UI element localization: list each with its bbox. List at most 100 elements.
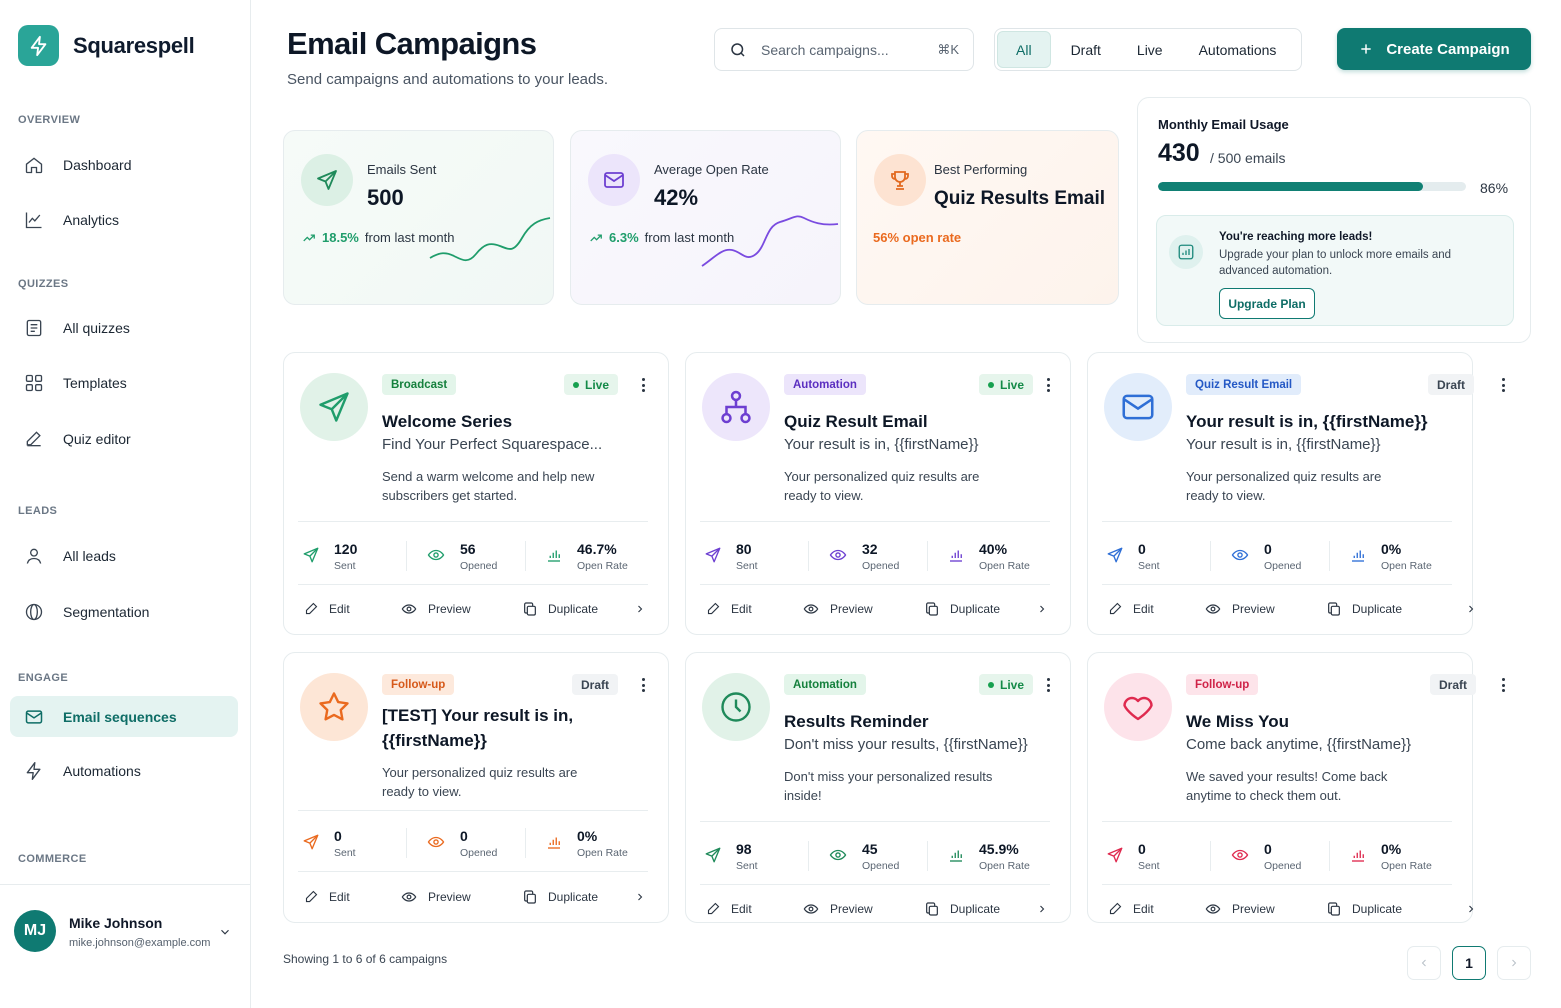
eye-icon [427,549,445,561]
pen-icon [26,430,41,446]
stat-note: 56% open rate [873,230,962,245]
preview-button[interactable]: Preview [802,601,873,617]
metric-open-rate: 0% Open Rate [1349,841,1432,872]
campaign-card[interactable]: Automation Live Quiz Result Email Your r… [685,352,1071,635]
edit-button[interactable]: Edit [304,889,350,904]
filter-tabs: All Draft Live Automations [994,28,1302,71]
metric-sent: 98 Sent [704,841,758,872]
upgrade-text: Upgrade your plan to unlock more emails … [1219,249,1452,277]
search-shortcut: ⌘K [937,41,959,57]
stat-card-best-performing: Best Performing Quiz Results Email 56% o… [856,130,1119,305]
tab-live[interactable]: Live [1136,41,1163,58]
edit-button[interactable]: Edit [706,901,752,916]
preview-button[interactable]: Preview [400,889,471,905]
metric-label: Open Rate [979,860,1030,872]
chevron-right-icon[interactable] [634,603,646,615]
edit-button[interactable]: Edit [1108,901,1154,916]
duplicate-button[interactable]: Duplicate [1326,901,1402,917]
chevron-left-icon [1421,959,1426,967]
campaign-card[interactable]: Automation Live Results Reminder Don't m… [685,652,1071,923]
tab-automations[interactable]: Automations [1198,41,1277,58]
metric-opened: 0 Opened [1230,541,1301,572]
preview-button[interactable]: Preview [1204,601,1275,617]
sidebar-item-segmentation[interactable]: Segmentation [10,591,238,632]
copy-icon [926,902,938,916]
campaign-card[interactable]: Broadcast Live Welcome Series Find Your … [283,352,669,635]
bolt-icon [26,761,41,780]
create-campaign-button[interactable]: Create Campaign [1337,28,1531,70]
chevron-right-icon[interactable] [1465,603,1477,615]
app-logo[interactable]: Squarespell [18,25,195,66]
search-input[interactable] [761,41,911,58]
search-box[interactable]: ⌘K [714,28,974,71]
metric-value: 40% [979,541,1008,557]
bar-chart-icon [1169,235,1203,269]
campaign-card[interactable]: Quiz Result Email Draft Your result is i… [1087,352,1505,635]
sidebar-item-templates[interactable]: Templates [10,362,238,403]
duplicate-button[interactable]: Duplicate [924,601,1000,617]
eye-icon [1205,604,1221,614]
more-options-icon[interactable] [1039,375,1057,395]
tab-all[interactable]: All [997,31,1051,68]
chevron-right-icon[interactable] [1465,903,1477,915]
usage-card: Monthly Email Usage 430 / 500 emails 86%… [1137,97,1531,343]
more-options-icon[interactable] [1494,375,1512,395]
campaign-card[interactable]: Follow-up Draft [TEST] Your result is in… [283,652,669,923]
divider [1102,521,1452,522]
metric-open-rate: 0% Open Rate [1349,541,1432,572]
tab-draft[interactable]: Draft [1070,41,1101,58]
edit-button[interactable]: Edit [706,601,752,616]
preview-button[interactable]: Preview [1204,901,1275,917]
preview-button[interactable]: Preview [802,901,873,917]
nav-section-overview: OVERVIEW [18,114,81,126]
divider [700,821,1050,822]
pagination-prev-button[interactable] [1407,946,1441,980]
edit-label: Edit [329,601,350,616]
more-options-icon[interactable] [634,675,652,695]
usage-progress-bar [1158,182,1466,191]
sidebar-item-all-leads[interactable]: All leads [10,535,238,576]
sidebar-item-analytics[interactable]: Analytics [10,199,238,240]
pagination-next-button[interactable] [1497,946,1531,980]
metric-separator [808,841,809,871]
metric-opened: 56 Opened [426,541,497,572]
preview-button[interactable]: Preview [400,601,471,617]
metric-label: Sent [736,860,758,872]
upgrade-title: You're reaching more leads! [1219,231,1373,243]
duplicate-button[interactable]: Duplicate [1326,601,1402,617]
trend-up-icon [303,233,315,241]
metric-separator [927,841,928,871]
user-email: mike.johnson@example.com [69,937,211,949]
edit-button[interactable]: Edit [1108,601,1154,616]
metric-value: 32 [862,541,878,557]
more-options-icon[interactable] [634,375,652,395]
preview-label: Preview [1232,602,1275,616]
sidebar-item-quiz-editor[interactable]: Quiz editor [10,418,238,459]
chevron-right-icon[interactable] [634,891,646,903]
edit-button[interactable]: Edit [304,601,350,616]
send-icon [705,847,721,863]
duplicate-button[interactable]: Duplicate [522,889,598,905]
more-options-icon[interactable] [1039,675,1057,695]
sidebar-item-all-quizzes[interactable]: All quizzes [10,307,238,348]
metric-value: 45 [862,841,878,857]
divider [298,810,648,811]
duplicate-button[interactable]: Duplicate [924,901,1000,917]
sidebar-item-automations[interactable]: Automations [10,750,238,791]
duplicate-button[interactable]: Duplicate [522,601,598,617]
upgrade-plan-button[interactable]: Upgrade Plan [1219,288,1315,319]
trend-value: 18.5% [322,230,359,245]
more-options-icon[interactable] [1494,675,1512,695]
pagination-page-button[interactable]: 1 [1452,946,1486,980]
chevron-right-icon[interactable] [1036,603,1048,615]
user-menu[interactable]: MJ Mike Johnson mike.johnson@example.com [0,884,251,1008]
sidebar-item-dashboard[interactable]: Dashboard [10,144,238,185]
chevron-down-icon[interactable] [218,925,232,939]
sidebar-item-email-sequences[interactable]: Email sequences [10,696,238,737]
metric-opened: 0 Opened [1230,841,1301,872]
edit-label: Edit [1133,901,1154,916]
grid-icon [25,374,43,391]
metric-open-rate: 45.9% Open Rate [947,841,1030,872]
campaign-card[interactable]: Follow-up Draft We Miss You Come back an… [1087,652,1505,923]
chevron-right-icon[interactable] [1036,903,1048,915]
